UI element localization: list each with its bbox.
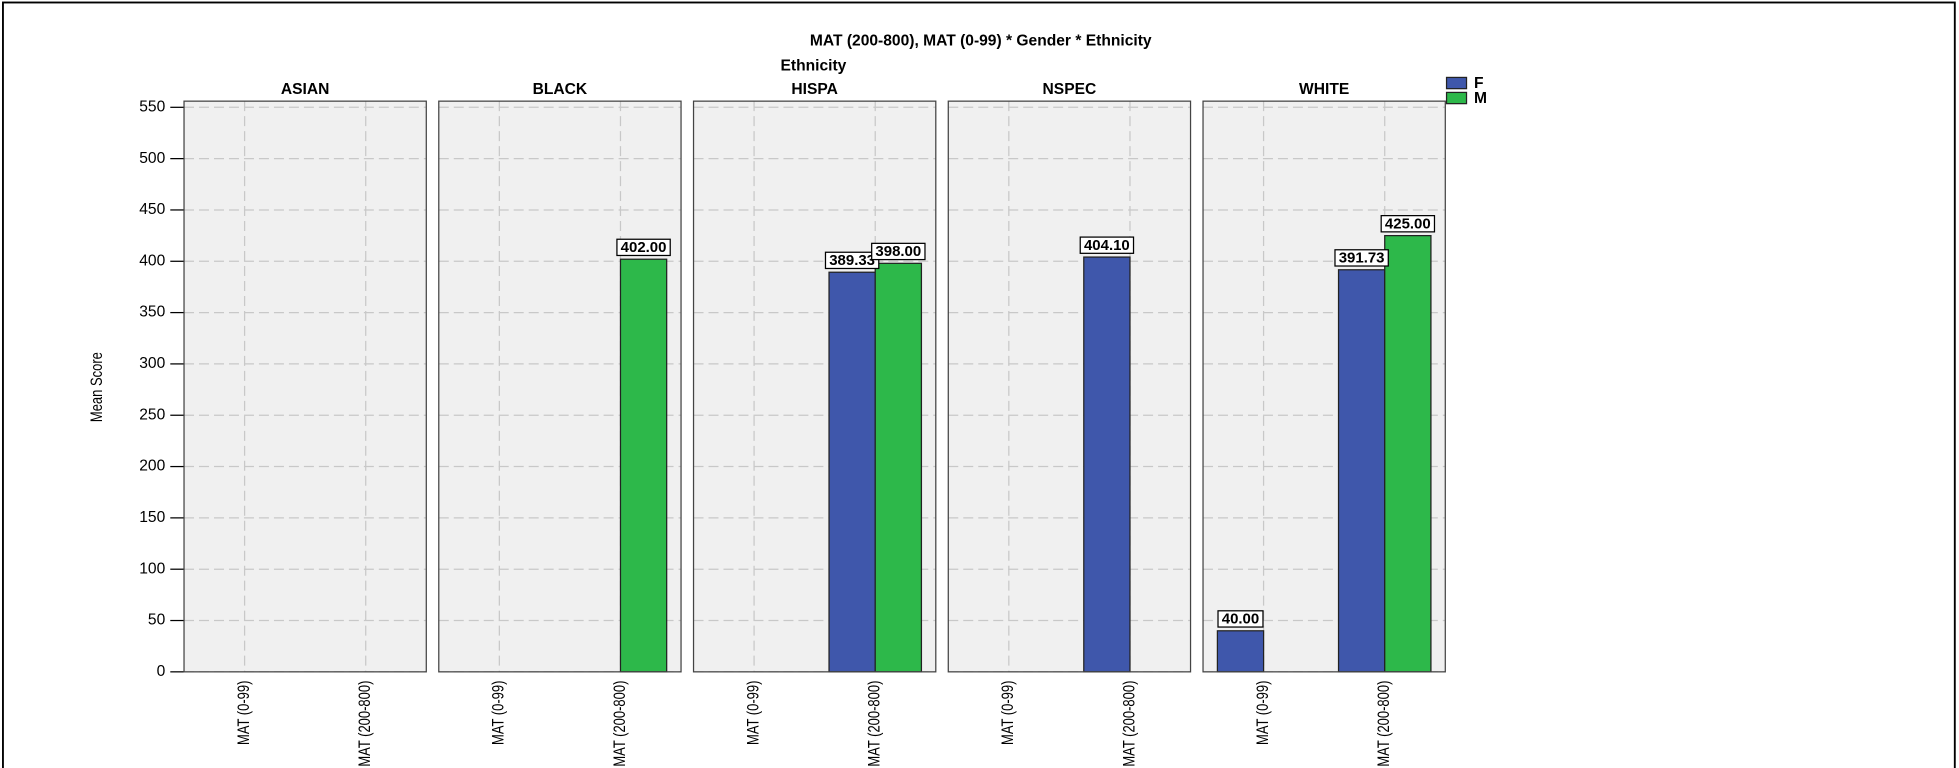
value-label: 402.00 bbox=[616, 238, 671, 257]
value-label-text: 402.00 bbox=[621, 239, 667, 256]
bar bbox=[1384, 234, 1432, 673]
value-label-text: 40.00 bbox=[1222, 611, 1259, 628]
panel-background bbox=[184, 101, 427, 672]
y-tick-label: 400 bbox=[139, 252, 165, 269]
bar bbox=[1216, 630, 1265, 673]
y-tick-label: 0 bbox=[157, 663, 166, 680]
bar bbox=[1337, 269, 1386, 673]
legend-label: M bbox=[1474, 90, 1487, 107]
panel-border bbox=[947, 100, 1192, 673]
y-axis-label: Mean Score bbox=[89, 352, 107, 422]
x-tick-label: MAT (200-800) bbox=[1121, 681, 1139, 767]
bar bbox=[1083, 256, 1131, 673]
value-label: 389.33 bbox=[824, 251, 880, 270]
bar bbox=[619, 258, 668, 673]
y-tick-label: 550 bbox=[139, 98, 165, 115]
panel-label: BLACK bbox=[533, 81, 588, 98]
value-label: 40.00 bbox=[1217, 610, 1264, 628]
value-label: 425.00 bbox=[1380, 215, 1436, 233]
x-tick-label: MAT (0-99) bbox=[236, 681, 254, 745]
value-label-text: 398.00 bbox=[875, 243, 921, 260]
panel-border bbox=[1202, 100, 1446, 673]
panel-border bbox=[183, 100, 427, 673]
value-label: 391.73 bbox=[1334, 249, 1389, 267]
panel-label: ASIAN bbox=[281, 81, 330, 98]
legend-swatch bbox=[1445, 91, 1468, 105]
y-tick-label: 100 bbox=[139, 560, 165, 577]
y-tick-label: 350 bbox=[139, 304, 165, 321]
y-tick-label: 200 bbox=[139, 458, 165, 475]
y-tick-label: 250 bbox=[139, 406, 165, 423]
value-label-box bbox=[1380, 215, 1436, 233]
panel-label: HISPA bbox=[791, 81, 838, 98]
y-tick-label: 50 bbox=[148, 612, 166, 629]
x-tick-label: MAT (200-800) bbox=[612, 681, 630, 767]
y-tick-label: 150 bbox=[139, 509, 165, 526]
value-label-box bbox=[824, 251, 880, 270]
x-tick-label: MAT (200-800) bbox=[1376, 681, 1394, 767]
value-label-box bbox=[1334, 249, 1389, 267]
panel-border bbox=[692, 100, 937, 673]
value-label: 398.00 bbox=[871, 242, 926, 261]
chart-title: MAT (200-800), MAT (0-99) * Gender * Eth… bbox=[810, 32, 1152, 49]
y-tick-label: 450 bbox=[139, 201, 165, 218]
panel-background bbox=[948, 101, 1191, 672]
value-label-box bbox=[1217, 610, 1264, 628]
x-tick-label: MAT (200-800) bbox=[866, 681, 884, 767]
panel-border bbox=[438, 100, 682, 673]
panel-axis-title: Ethnicity bbox=[780, 57, 846, 74]
bar bbox=[828, 271, 876, 673]
x-tick-label: MAT (0-99) bbox=[1000, 681, 1018, 745]
bar bbox=[874, 262, 923, 673]
y-tick-label: 500 bbox=[139, 150, 165, 167]
value-label: 404.10 bbox=[1079, 236, 1135, 254]
x-tick-label: MAT (0-99) bbox=[745, 681, 763, 745]
value-label-text: 404.10 bbox=[1084, 237, 1130, 254]
value-label-box bbox=[1079, 236, 1135, 254]
y-tick-label: 300 bbox=[139, 355, 165, 372]
legend-label: F bbox=[1474, 75, 1484, 92]
value-label-box bbox=[871, 242, 926, 261]
value-label-text: 389.33 bbox=[829, 252, 875, 269]
x-tick-label: MAT (0-99) bbox=[490, 681, 508, 745]
value-label-text: 425.00 bbox=[1385, 215, 1431, 232]
legend-swatch bbox=[1445, 76, 1468, 90]
value-label-text: 391.73 bbox=[1339, 249, 1385, 266]
panel-label: NSPEC bbox=[1043, 81, 1097, 98]
x-tick-label: MAT (0-99) bbox=[1255, 681, 1273, 745]
x-tick-label: MAT (200-800) bbox=[357, 681, 375, 767]
panel-label: WHITE bbox=[1299, 81, 1349, 98]
value-label-box bbox=[616, 238, 671, 257]
